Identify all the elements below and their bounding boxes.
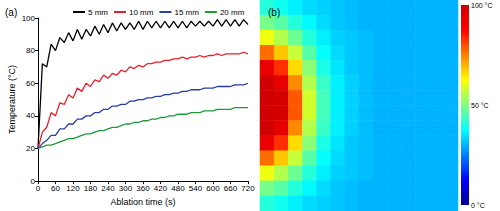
svg-text:120: 120 <box>66 184 80 193</box>
svg-text:600: 600 <box>206 184 220 193</box>
svg-text:20 mm: 20 mm <box>220 8 245 17</box>
svg-text:0: 0 <box>30 176 35 186</box>
svg-text:50 °C: 50 °C <box>471 102 489 109</box>
svg-text:480: 480 <box>171 184 185 193</box>
svg-text:Temperature (°C): Temperature (°C) <box>7 65 17 134</box>
svg-text:15 mm: 15 mm <box>174 8 199 17</box>
svg-text:5 mm: 5 mm <box>88 8 108 17</box>
svg-text:0 °C: 0 °C <box>471 202 485 209</box>
svg-text:420: 420 <box>154 184 168 193</box>
svg-text:720: 720 <box>241 184 255 193</box>
svg-text:60: 60 <box>26 79 35 88</box>
svg-text:40: 40 <box>26 111 35 120</box>
svg-text:(b): (b) <box>268 7 280 18</box>
svg-text:100 °C: 100 °C <box>471 2 492 9</box>
svg-text:540: 540 <box>189 184 203 193</box>
svg-text:80: 80 <box>26 46 35 55</box>
svg-text:180: 180 <box>84 184 98 193</box>
svg-text:360: 360 <box>136 184 150 193</box>
svg-text:10 mm: 10 mm <box>129 8 154 17</box>
svg-text:660: 660 <box>224 184 238 193</box>
svg-text:0: 0 <box>36 184 41 193</box>
svg-text:20: 20 <box>26 144 35 153</box>
svg-text:100: 100 <box>22 14 36 23</box>
svg-text:(a): (a) <box>5 7 17 18</box>
svg-text:240: 240 <box>101 184 115 193</box>
svg-text:Ablation time (s): Ablation time (s) <box>110 197 175 207</box>
svg-text:300: 300 <box>119 184 133 193</box>
svg-text:60: 60 <box>51 184 60 193</box>
